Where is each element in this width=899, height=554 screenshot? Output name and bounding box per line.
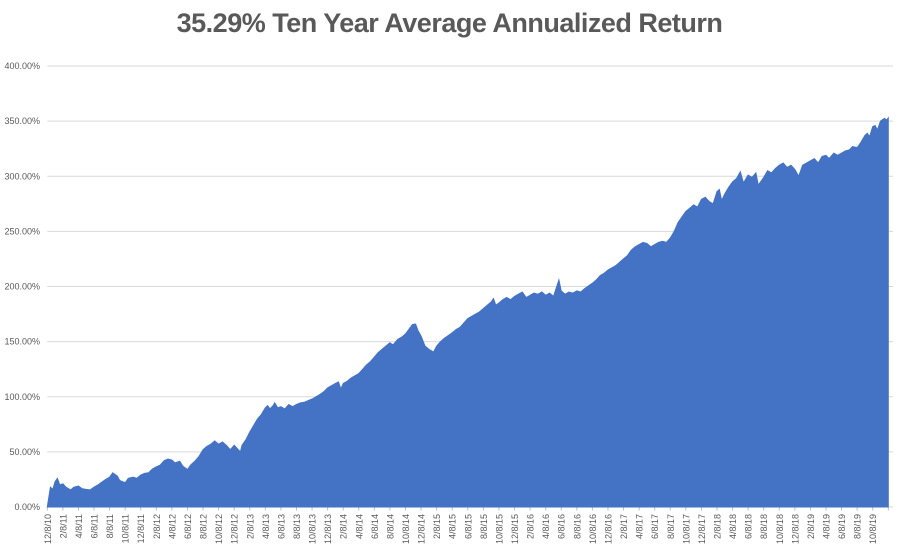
- x-axis-tick-label: 12/8/10: [43, 514, 53, 544]
- x-axis-tick-label: 6/8/15: [463, 514, 473, 539]
- x-axis-tick-label: 8/8/14: [385, 514, 395, 539]
- x-axis-tick-label: 6/8/18: [744, 514, 754, 539]
- x-axis-tick-label: 2/8/18: [712, 514, 722, 539]
- y-axis-tick-label: 300.00%: [4, 171, 40, 181]
- y-axis-tick-label: 50.00%: [9, 447, 40, 457]
- x-axis-tick-label: 10/8/17: [681, 514, 691, 544]
- x-axis-tick-label: 4/8/15: [448, 514, 458, 539]
- x-axis-tick-label: 10/8/13: [308, 514, 318, 544]
- x-axis-tick-label: 12/8/11: [136, 514, 146, 543]
- x-axis-tick-label: 2/8/13: [245, 514, 255, 539]
- x-axis-tick-label: 10/8/19: [868, 514, 878, 544]
- x-axis-tick-label: 8/8/12: [199, 514, 209, 539]
- x-axis-tick-label: 4/8/11: [74, 514, 84, 538]
- y-axis-tick-label: 200.00%: [4, 282, 40, 292]
- y-axis-tick-label: 350.00%: [4, 116, 40, 126]
- x-axis-tick-label: 6/8/14: [370, 514, 380, 539]
- x-axis-tick-label: 12/8/13: [323, 514, 333, 544]
- x-axis-tick-label: 4/8/16: [541, 514, 551, 539]
- x-axis-tick-label: 10/8/11: [121, 514, 131, 543]
- x-axis-tick-label: 10/8/16: [588, 514, 598, 544]
- x-axis-tick-label: 8/8/16: [572, 514, 582, 539]
- x-axis-tick-label: 4/8/14: [354, 514, 364, 539]
- x-axis-tick-label: 6/8/16: [557, 514, 567, 539]
- return-area-series: [46, 116, 889, 508]
- x-axis-tick-label: 2/8/16: [526, 514, 536, 539]
- x-axis-tick-label: 2/8/19: [806, 514, 816, 539]
- y-axis-tick-label: 400.00%: [4, 61, 40, 71]
- x-axis-tick-label: 12/8/18: [790, 514, 800, 544]
- x-axis-tick-label: 6/8/11: [90, 514, 100, 538]
- y-axis-tick-label: 0.00%: [14, 502, 40, 512]
- x-axis-tick-label: 2/8/12: [152, 514, 162, 539]
- x-axis-tick-label: 2/8/17: [619, 514, 629, 539]
- x-axis-tick-label: 8/8/13: [292, 514, 302, 539]
- x-axis-tick-label: 12/8/16: [603, 514, 613, 544]
- x-axis-tick-label: 4/8/17: [635, 514, 645, 539]
- x-axis-tick-label: 2/8/14: [339, 514, 349, 539]
- x-axis-tick-label: 12/8/17: [697, 514, 707, 544]
- x-axis-tick-label: 4/8/13: [261, 514, 271, 539]
- x-axis-tick-label: 2/8/15: [432, 514, 442, 539]
- x-axis-tick-label: 12/8/15: [510, 514, 520, 544]
- x-axis-tick-label: 10/8/18: [775, 514, 785, 544]
- x-axis-tick-label: 10/8/12: [214, 514, 224, 544]
- x-axis-tick-label: 6/8/13: [276, 514, 286, 539]
- x-axis-tick-label: 4/8/18: [728, 514, 738, 539]
- x-axis-tick-label: 4/8/12: [167, 514, 177, 539]
- y-axis-tick-label: 250.00%: [4, 226, 40, 236]
- x-axis-tick-label: 12/8/12: [230, 514, 240, 544]
- x-axis-tick-label: 8/8/17: [666, 514, 676, 539]
- y-axis-tick-label: 100.00%: [4, 392, 40, 402]
- x-axis-tick-label: 8/8/19: [853, 514, 863, 539]
- x-axis-tick-label: 8/8/11: [105, 514, 115, 538]
- x-axis-tick-label: 10/8/14: [401, 514, 411, 544]
- x-axis-tick-label: 4/8/19: [822, 514, 832, 539]
- x-axis-tick-label: 6/8/19: [837, 514, 847, 539]
- x-axis-tick-label: 8/8/15: [479, 514, 489, 539]
- x-axis-tick-label: 6/8/17: [650, 514, 660, 539]
- x-axis-tick-label: 10/8/15: [494, 514, 504, 544]
- x-axis-tick-label: 6/8/12: [183, 514, 193, 539]
- x-axis-tick-label: 12/8/14: [417, 514, 427, 544]
- chart-title: 35.29% Ten Year Average Annualized Retur…: [176, 8, 723, 38]
- x-axis-tick-label: 8/8/18: [759, 514, 769, 539]
- y-axis-tick-label: 150.00%: [4, 337, 40, 347]
- x-axis-tick-label: 2/8/11: [58, 514, 68, 538]
